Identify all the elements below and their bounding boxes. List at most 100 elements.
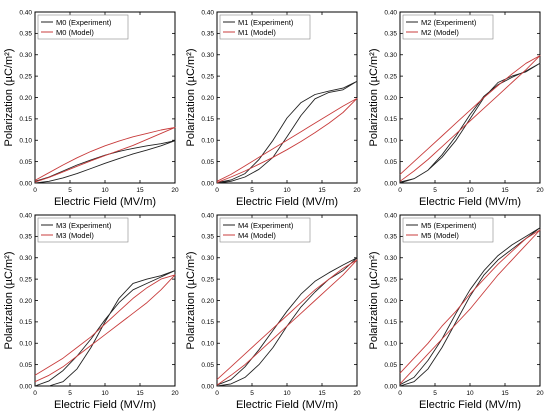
x-axis-label: Electric Field (MV/m) — [54, 399, 156, 411]
y-tick-label: 0.40 — [19, 212, 32, 219]
legend-box — [402, 217, 494, 243]
legend-label: M0 (Model) — [56, 28, 94, 37]
y-tick-label: 0.05 — [19, 362, 32, 369]
y-tick-label: 0.25 — [201, 276, 214, 283]
legend-box — [402, 14, 494, 40]
x-tick-label: 20 — [536, 390, 544, 397]
x-tick-label: 20 — [353, 187, 361, 194]
y-tick-label: 0.35 — [201, 31, 214, 38]
y-tick-label: 0.20 — [19, 298, 32, 305]
legend-box — [219, 14, 311, 40]
series-line-model — [216, 97, 358, 184]
x-tick-label: 10 — [283, 187, 291, 194]
series-line-model — [34, 126, 176, 183]
series-line-experiment — [216, 257, 358, 387]
x-axis-label: Electric Field (MV/m) — [54, 196, 156, 208]
legend-box — [219, 217, 311, 243]
legend-label: M3 (Model) — [56, 231, 94, 240]
legend-label: M3 (Experiment) — [56, 221, 112, 230]
x-tick-label: 20 — [536, 187, 544, 194]
y-tick-label: 0.15 — [384, 319, 397, 326]
series-line-model — [34, 274, 176, 383]
y-axis-label: Polarization (µC/m²) — [3, 48, 15, 146]
y-tick-label: 0.40 — [384, 212, 397, 219]
x-tick-label: 5 — [433, 187, 437, 194]
legend: M1 (Experiment)M1 (Model) — [219, 14, 311, 40]
legend-label: M5 (Model) — [421, 231, 459, 240]
y-tick-label: 0.25 — [201, 73, 214, 80]
y-tick-label: 0.35 — [384, 31, 397, 38]
y-tick-label: 0.40 — [201, 9, 214, 16]
series-line-experiment — [399, 227, 541, 387]
series-line-experiment — [34, 270, 176, 387]
y-tick-label: 0.25 — [384, 73, 397, 80]
legend-label: M2 (Model) — [421, 28, 459, 37]
x-axis-label: Electric Field (MV/m) — [236, 399, 338, 411]
x-tick-label: 20 — [353, 390, 361, 397]
y-tick-label: 0.40 — [384, 9, 397, 16]
y-tick-label: 0.35 — [19, 234, 32, 241]
x-tick-label: 0 — [398, 390, 402, 397]
series-line-model — [216, 259, 358, 386]
x-tick-label: 10 — [466, 390, 474, 397]
x-tick-label: 5 — [68, 390, 72, 397]
x-tick-label: 10 — [101, 187, 109, 194]
legend: M2 (Experiment)M2 (Model) — [402, 14, 494, 40]
y-tick-label: 0.35 — [384, 234, 397, 241]
y-tick-label: 0.15 — [19, 319, 32, 326]
x-tick-label: 15 — [136, 187, 144, 194]
x-tick-label: 20 — [171, 187, 179, 194]
legend-label: M4 (Experiment) — [238, 221, 294, 230]
x-tick-label: 5 — [68, 187, 72, 194]
x-tick-label: 0 — [33, 390, 37, 397]
y-axis-label: Polarization (µC/m²) — [185, 251, 197, 349]
x-tick-label: 15 — [318, 187, 326, 194]
x-tick-label: 10 — [101, 390, 109, 397]
legend: M0 (Experiment)M0 (Model) — [37, 14, 129, 40]
legend-label: M5 (Experiment) — [421, 221, 477, 230]
y-tick-label: 0.20 — [384, 298, 397, 305]
y-tick-label: 0.15 — [384, 116, 397, 123]
y-tick-label: 0.15 — [19, 116, 32, 123]
x-tick-label: 15 — [501, 390, 509, 397]
y-tick-label: 0.00 — [19, 180, 32, 187]
legend: M3 (Experiment)M3 (Model) — [37, 217, 129, 243]
y-tick-label: 0.35 — [201, 234, 214, 241]
series-line-experiment — [399, 62, 541, 184]
y-tick-label: 0.20 — [201, 298, 214, 305]
legend: M4 (Experiment)M4 (Model) — [219, 217, 311, 243]
y-tick-label: 0.05 — [19, 159, 32, 166]
y-tick-label: 0.30 — [201, 255, 214, 262]
chart-panel-0: 0 5 10 15 20 0.00 0.05 0.10 0.15 0.20 0.25 0.30 0.35… — [3, 9, 179, 208]
y-tick-label: 0.40 — [19, 9, 32, 16]
y-tick-label: 0.35 — [19, 31, 32, 38]
y-tick-label: 0.20 — [201, 95, 214, 102]
chart-panel-1: 0 5 10 15 20 0.00 0.05 0.10 0.15 0.20 0.25 0.30 0.35… — [185, 9, 361, 208]
y-tick-label: 0.25 — [19, 73, 32, 80]
x-axis-label: Electric Field (MV/m) — [236, 196, 338, 208]
y-tick-label: 0.40 — [201, 212, 214, 219]
y-axis-label: Polarization (µC/m²) — [3, 251, 15, 349]
y-tick-label: 0.10 — [384, 138, 397, 145]
chart-panel-4: 0 5 10 15 20 0.00 0.05 0.10 0.15 0.20 0.25 0.30 0.35… — [185, 212, 361, 411]
y-tick-label: 0.20 — [384, 95, 397, 102]
x-tick-label: 5 — [433, 390, 437, 397]
y-tick-label: 0.30 — [19, 255, 32, 262]
y-tick-label: 0.30 — [19, 52, 32, 59]
y-tick-label: 0.05 — [384, 159, 397, 166]
y-tick-label: 0.25 — [384, 276, 397, 283]
y-axis-label: Polarization (µC/m²) — [368, 251, 380, 349]
y-tick-label: 0.30 — [384, 52, 397, 59]
legend-box — [37, 14, 129, 40]
y-tick-label: 0.30 — [384, 255, 397, 262]
x-tick-label: 15 — [318, 390, 326, 397]
x-tick-label: 0 — [398, 187, 402, 194]
y-tick-label: 0.20 — [19, 95, 32, 102]
legend-label: M0 (Experiment) — [56, 18, 112, 27]
series-line-model — [399, 55, 541, 182]
x-tick-label: 0 — [215, 390, 219, 397]
y-tick-label: 0.00 — [201, 383, 214, 390]
legend-label: M1 (Model) — [238, 28, 276, 37]
y-tick-label: 0.00 — [201, 180, 214, 187]
